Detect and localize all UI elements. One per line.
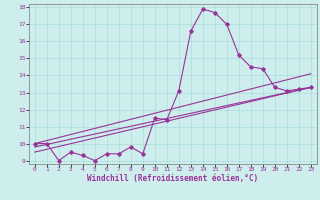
X-axis label: Windchill (Refroidissement éolien,°C): Windchill (Refroidissement éolien,°C) — [87, 174, 258, 183]
